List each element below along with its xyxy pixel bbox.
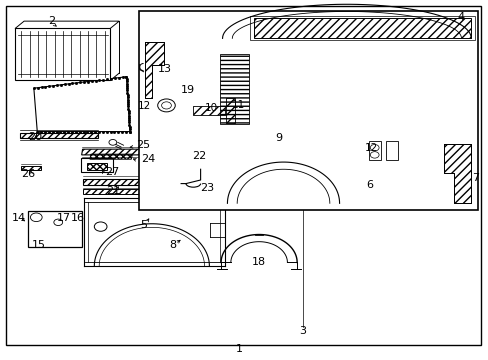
Bar (250, 16, 474, 40)
Text: 14: 14 (11, 213, 25, 222)
Text: 11: 11 (231, 100, 244, 110)
Text: 5: 5 (140, 220, 147, 230)
Text: 12: 12 (137, 101, 151, 111)
Bar (254, 18, 470, 39)
Text: 20: 20 (28, 132, 42, 142)
Circle shape (54, 219, 62, 226)
Text: 15: 15 (31, 240, 45, 250)
Text: 21: 21 (105, 186, 120, 197)
Bar (15, 28, 110, 80)
Text: 7: 7 (471, 173, 478, 183)
Bar (368, 140, 380, 160)
Circle shape (109, 139, 117, 145)
Circle shape (30, 213, 42, 222)
Text: 17: 17 (57, 213, 71, 222)
Circle shape (94, 222, 107, 231)
Polygon shape (34, 77, 130, 132)
Text: 18: 18 (251, 257, 265, 267)
Text: 25: 25 (136, 140, 150, 150)
Circle shape (369, 152, 378, 158)
Bar (225, 98, 234, 123)
Text: 13: 13 (158, 64, 171, 74)
Text: 22: 22 (191, 150, 205, 161)
Text: 24: 24 (141, 154, 155, 164)
Circle shape (369, 144, 378, 151)
Bar (220, 54, 249, 125)
Circle shape (161, 102, 171, 109)
Text: 9: 9 (275, 133, 282, 143)
Bar (27, 211, 82, 247)
Text: 19: 19 (181, 85, 195, 95)
Text: 27: 27 (105, 167, 120, 177)
Bar (81, 158, 113, 172)
Bar (193, 107, 224, 116)
Text: 1: 1 (236, 344, 243, 354)
Text: 2: 2 (48, 16, 55, 26)
Text: 23: 23 (200, 183, 214, 193)
Bar (385, 140, 397, 160)
Text: 6: 6 (366, 180, 372, 190)
Text: 4: 4 (457, 12, 464, 22)
Text: 12: 12 (364, 143, 377, 153)
Text: 8: 8 (168, 240, 176, 250)
Text: 16: 16 (70, 213, 84, 222)
Text: 26: 26 (21, 168, 36, 179)
Bar (139, 11, 477, 211)
Text: 3: 3 (299, 325, 306, 336)
Text: 10: 10 (205, 103, 218, 113)
Circle shape (158, 99, 175, 112)
